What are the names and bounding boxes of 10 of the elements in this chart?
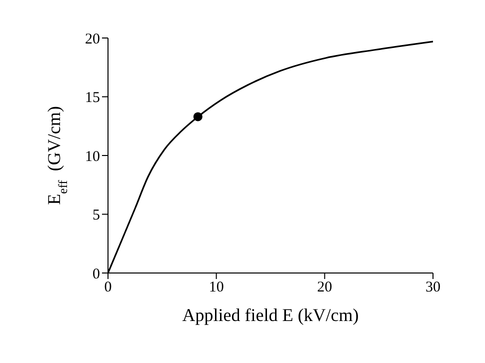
y-tick-label: 15 <box>85 90 100 106</box>
y-tick-label: 5 <box>92 208 100 224</box>
x-tick-label: 20 <box>317 280 332 296</box>
x-tick-label: 0 <box>104 280 112 296</box>
x-tick-label: 10 <box>208 280 224 296</box>
y-tick-label: 0 <box>92 266 100 282</box>
y-tick-label: 10 <box>85 148 100 165</box>
y-tick-label: 20 <box>85 31 100 48</box>
x-axis-title: Applied field E (kV/cm) <box>182 305 359 325</box>
x-tick-label: 30 <box>426 280 440 296</box>
